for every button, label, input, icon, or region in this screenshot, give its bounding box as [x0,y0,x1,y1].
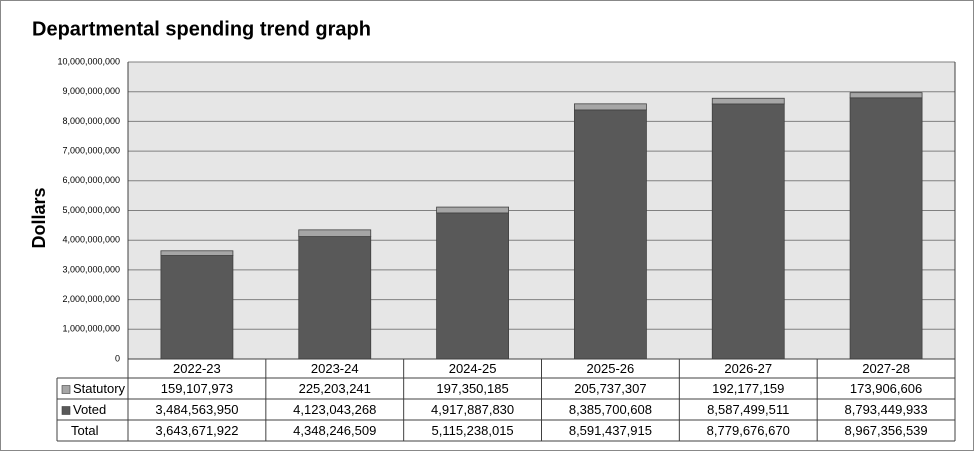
x-tick-label: 2023-24 [311,361,359,376]
table-cell: 4,123,043,268 [293,402,376,417]
table-cell: 8,587,499,511 [707,402,789,417]
table-cell: 225,203,241 [299,381,371,396]
legend-label: Statutory [73,381,126,396]
y-tick-label: 1,000,000,000 [62,324,120,334]
table-cell: 8,385,700,608 [569,402,652,417]
table-cell: 3,484,563,950 [155,402,238,417]
table-cell: 192,177,159 [712,381,784,396]
chart-title: Departmental spending trend graph [32,18,371,40]
table-cell: 4,917,887,830 [431,402,514,417]
legend-key [61,406,71,415]
bar-segment [711,103,785,360]
bar-segment [711,97,785,105]
table-cell: 159,107,973 [161,381,233,396]
x-tick-label: 2022-23 [173,361,221,376]
bar-segment [849,92,923,99]
table-cell: 4,348,246,509 [293,423,376,438]
y-tick-label: 4,000,000,000 [62,235,120,245]
bar-segment [298,236,372,360]
bar-segment [849,97,923,360]
x-tick-label: 2025-26 [587,361,635,376]
bar-segment [160,250,234,256]
y-tick-label: 10,000,000,000 [57,56,120,66]
bar-segment [160,255,234,360]
legend-key [61,385,71,394]
table-cell: 173,906,606 [850,381,922,396]
bar-segment [436,206,509,214]
y-tick-label: 7,000,000,000 [62,145,120,155]
y-tick-label: 2,000,000,000 [62,294,120,304]
bar-segment [574,103,647,111]
y-tick-label: 0 [115,353,120,363]
table-cell: 8,793,449,933 [845,402,928,417]
legend-label: Voted [73,402,106,417]
y-tick-label: 9,000,000,000 [62,86,120,96]
y-tick-label: 3,000,000,000 [62,264,120,274]
bar-segment [574,109,647,360]
x-tick-label: 2026-27 [724,361,772,376]
table-cell: 3,643,671,922 [155,423,238,438]
table-cell: 8,967,356,539 [845,423,928,438]
y-tick-label: 5,000,000,000 [62,205,120,215]
y-tick-label: 8,000,000,000 [62,116,120,126]
x-tick-label: 2027-28 [862,361,910,376]
bar-segment [436,212,509,360]
table-cell: 5,115,238,015 [431,423,513,438]
table-cell: 197,350,185 [436,381,508,396]
table-cell: 205,737,307 [574,381,646,396]
y-axis-label: Dollars [29,187,49,248]
table-cell: 8,591,437,915 [569,423,652,438]
total-label: Total [71,423,99,438]
y-tick-label: 6,000,000,000 [62,175,120,185]
bar-segment [298,229,372,237]
x-tick-label: 2024-25 [449,361,497,376]
table-cell: 8,779,676,670 [707,423,790,438]
